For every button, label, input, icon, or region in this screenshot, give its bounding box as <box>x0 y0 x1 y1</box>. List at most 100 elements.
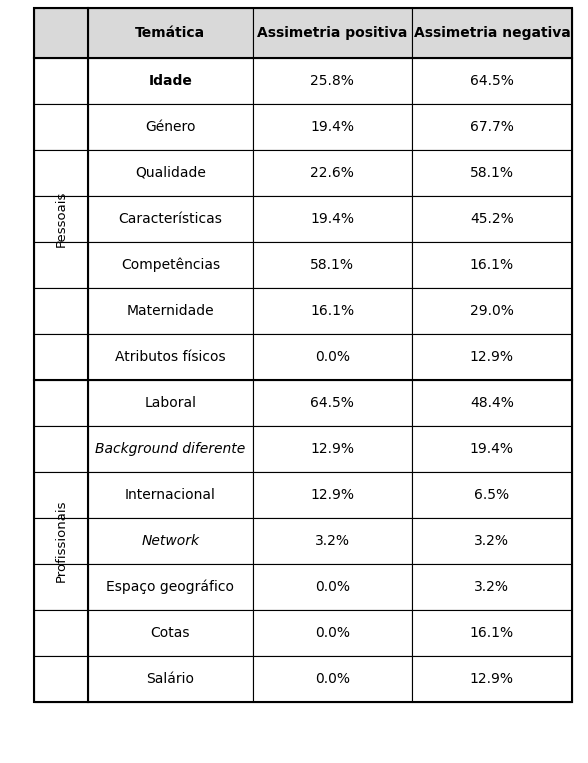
Bar <box>88 150 253 196</box>
Bar <box>88 610 253 656</box>
Bar <box>34 196 88 242</box>
Text: 58.1%: 58.1% <box>310 258 355 272</box>
Bar <box>253 242 412 288</box>
Bar <box>34 334 88 380</box>
Bar <box>253 564 412 610</box>
Bar <box>412 380 572 426</box>
Text: Cotas: Cotas <box>151 626 190 640</box>
Text: Competências: Competências <box>121 258 220 272</box>
Bar <box>34 242 88 288</box>
Bar <box>412 150 572 196</box>
Bar <box>253 58 412 104</box>
Bar <box>34 8 88 58</box>
Bar <box>253 380 412 426</box>
Bar <box>253 426 412 472</box>
Bar <box>34 472 88 518</box>
Bar <box>88 564 253 610</box>
Text: 0.0%: 0.0% <box>315 672 350 686</box>
Text: 58.1%: 58.1% <box>470 166 514 180</box>
Text: 3.2%: 3.2% <box>475 534 509 548</box>
Text: 0.0%: 0.0% <box>315 350 350 364</box>
Bar <box>412 8 572 58</box>
Text: 19.4%: 19.4% <box>310 212 355 226</box>
Text: Internacional: Internacional <box>125 488 216 502</box>
Bar <box>88 8 253 58</box>
Text: 64.5%: 64.5% <box>470 74 514 88</box>
Bar <box>34 426 88 472</box>
Bar <box>88 472 253 518</box>
Text: 12.9%: 12.9% <box>310 442 355 456</box>
Bar <box>253 196 412 242</box>
Bar <box>412 656 572 702</box>
Bar <box>253 8 412 58</box>
Bar <box>412 472 572 518</box>
Bar <box>88 518 253 564</box>
Text: Qualidade: Qualidade <box>135 166 206 180</box>
Bar <box>34 518 88 564</box>
Text: Espaço geográfico: Espaço geográfico <box>106 580 235 594</box>
Bar <box>34 380 88 426</box>
Text: 29.0%: 29.0% <box>470 304 514 318</box>
Bar <box>412 610 572 656</box>
Bar <box>253 472 412 518</box>
Bar <box>88 334 253 380</box>
Bar <box>412 518 572 564</box>
Text: Network: Network <box>142 534 199 548</box>
Bar <box>34 610 88 656</box>
Bar <box>88 656 253 702</box>
Text: 67.7%: 67.7% <box>470 120 514 134</box>
Bar <box>412 426 572 472</box>
Text: 3.2%: 3.2% <box>315 534 350 548</box>
Bar <box>88 196 253 242</box>
Bar <box>34 656 88 702</box>
Text: 16.1%: 16.1% <box>310 304 355 318</box>
Text: 45.2%: 45.2% <box>470 212 514 226</box>
Bar <box>253 656 412 702</box>
Text: 3.2%: 3.2% <box>475 580 509 594</box>
Bar <box>88 104 253 150</box>
Text: 19.4%: 19.4% <box>310 120 355 134</box>
Bar <box>34 104 88 150</box>
Text: Atributos físicos: Atributos físicos <box>115 350 226 364</box>
Bar <box>253 334 412 380</box>
Text: 12.9%: 12.9% <box>470 350 514 364</box>
Bar <box>412 288 572 334</box>
Text: Pessoais: Pessoais <box>55 191 68 247</box>
Text: 16.1%: 16.1% <box>470 258 514 272</box>
Text: 0.0%: 0.0% <box>315 626 350 640</box>
Text: Salário: Salário <box>146 672 195 686</box>
Bar <box>253 518 412 564</box>
Bar <box>253 104 412 150</box>
Text: 64.5%: 64.5% <box>310 396 355 410</box>
Bar <box>253 150 412 196</box>
Text: Género: Género <box>145 120 196 134</box>
Bar <box>253 610 412 656</box>
Text: Assimetria positiva: Assimetria positiva <box>257 26 407 40</box>
Bar <box>412 242 572 288</box>
Text: Laboral: Laboral <box>145 396 196 410</box>
Bar <box>34 288 88 334</box>
Bar <box>88 288 253 334</box>
Bar <box>88 380 253 426</box>
Bar <box>34 150 88 196</box>
Bar <box>412 58 572 104</box>
Text: 12.9%: 12.9% <box>310 488 355 502</box>
Text: 0.0%: 0.0% <box>315 580 350 594</box>
Text: 22.6%: 22.6% <box>310 166 355 180</box>
Bar <box>88 242 253 288</box>
Text: Maternidade: Maternidade <box>126 304 214 318</box>
Bar <box>412 334 572 380</box>
Text: Temática: Temática <box>135 26 205 40</box>
Text: Características: Características <box>119 212 222 226</box>
Text: Assimetria negativa: Assimetria negativa <box>413 26 570 40</box>
Bar <box>253 288 412 334</box>
Text: Profissionais: Profissionais <box>55 500 68 582</box>
Bar <box>412 196 572 242</box>
Text: Idade: Idade <box>149 74 192 88</box>
Bar <box>88 426 253 472</box>
Bar <box>88 58 253 104</box>
Text: 6.5%: 6.5% <box>475 488 509 502</box>
Text: Background diferente: Background diferente <box>95 442 246 456</box>
Text: 19.4%: 19.4% <box>470 442 514 456</box>
Bar <box>34 564 88 610</box>
